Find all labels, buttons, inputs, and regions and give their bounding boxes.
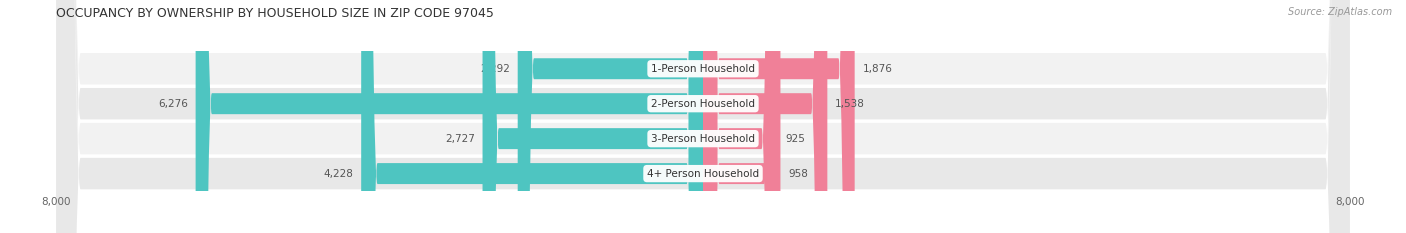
Text: 2,292: 2,292	[479, 64, 510, 74]
Text: 1,538: 1,538	[835, 99, 865, 109]
Text: 958: 958	[789, 169, 808, 178]
FancyBboxPatch shape	[56, 0, 1350, 233]
FancyBboxPatch shape	[703, 0, 827, 233]
FancyBboxPatch shape	[56, 0, 1350, 233]
FancyBboxPatch shape	[703, 0, 780, 233]
Text: 2,727: 2,727	[444, 134, 475, 144]
Text: 925: 925	[786, 134, 806, 144]
Text: 2-Person Household: 2-Person Household	[651, 99, 755, 109]
FancyBboxPatch shape	[56, 0, 1350, 233]
FancyBboxPatch shape	[517, 0, 703, 233]
Text: Source: ZipAtlas.com: Source: ZipAtlas.com	[1288, 7, 1392, 17]
Text: 1-Person Household: 1-Person Household	[651, 64, 755, 74]
FancyBboxPatch shape	[482, 0, 703, 233]
Text: 3-Person Household: 3-Person Household	[651, 134, 755, 144]
Text: 4,228: 4,228	[323, 169, 353, 178]
Text: OCCUPANCY BY OWNERSHIP BY HOUSEHOLD SIZE IN ZIP CODE 97045: OCCUPANCY BY OWNERSHIP BY HOUSEHOLD SIZE…	[56, 7, 494, 20]
Text: 6,276: 6,276	[157, 99, 188, 109]
FancyBboxPatch shape	[195, 0, 703, 233]
FancyBboxPatch shape	[56, 0, 1350, 233]
Text: 1,876: 1,876	[862, 64, 893, 74]
Text: 4+ Person Household: 4+ Person Household	[647, 169, 759, 178]
FancyBboxPatch shape	[703, 0, 778, 233]
FancyBboxPatch shape	[361, 0, 703, 233]
FancyBboxPatch shape	[703, 0, 855, 233]
